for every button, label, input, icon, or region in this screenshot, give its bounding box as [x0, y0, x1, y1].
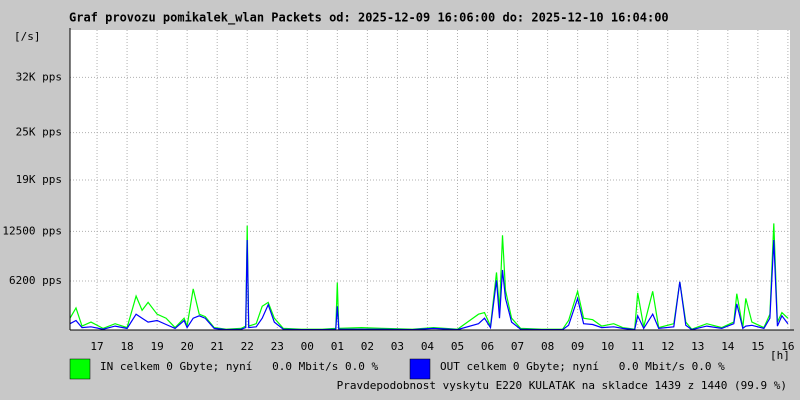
x-tick-label: 01 [331, 340, 344, 353]
x-tick-label: 04 [421, 340, 435, 353]
x-tick-label: 02 [361, 340, 374, 353]
y-tick-label: 6200 pps [9, 274, 62, 287]
x-tick-label: 00 [301, 340, 314, 353]
x-tick-label: 18 [120, 340, 133, 353]
y-tick-label: 12500 pps [2, 224, 62, 237]
x-tick-label: 14 [721, 340, 735, 353]
x-tick-label: 21 [211, 340, 224, 353]
x-tick-label: 06 [481, 340, 494, 353]
y-tick-label: 32K pps [16, 70, 62, 83]
x-tick-label: 22 [241, 340, 254, 353]
x-tick-label: 15 [751, 340, 764, 353]
legend-label: IN celkem 0 Gbyte; nyní 0.0 Mbit/s 0.0 % [100, 360, 379, 373]
x-tick-label: 05 [451, 340, 464, 353]
y-tick-label: 19K pps [16, 173, 62, 186]
x-tick-label: 13 [691, 340, 704, 353]
x-tick-label: 09 [571, 340, 584, 353]
legend-swatch [69, 358, 91, 380]
x-tick-label: 03 [391, 340, 404, 353]
x-unit: [h] [770, 349, 790, 362]
y-unit: [/s] [14, 30, 41, 43]
x-tick-label: 11 [631, 340, 644, 353]
y-tick-label: 25K pps [16, 126, 62, 139]
x-tick-label: 23 [271, 340, 284, 353]
x-tick-label: 16 [781, 340, 794, 353]
note: Pravdepodobnost vyskytu E220 KULATAK na … [337, 379, 787, 392]
x-tick-label: 07 [511, 340, 524, 353]
x-tick-label: 12 [661, 340, 674, 353]
x-tick-label: 17 [90, 340, 103, 353]
x-tick-label: 20 [181, 340, 194, 353]
x-tick-label: 19 [150, 340, 163, 353]
legend-label: OUT celkem 0 Gbyte; nyní 0.0 Mbit/s 0.0 … [440, 360, 725, 373]
chart-title: Graf provozu pomikalek_wlan Packets od: … [69, 11, 669, 26]
x-tick-label: 10 [601, 340, 614, 353]
x-tick-label: 08 [541, 340, 554, 353]
legend-swatch [409, 358, 431, 380]
